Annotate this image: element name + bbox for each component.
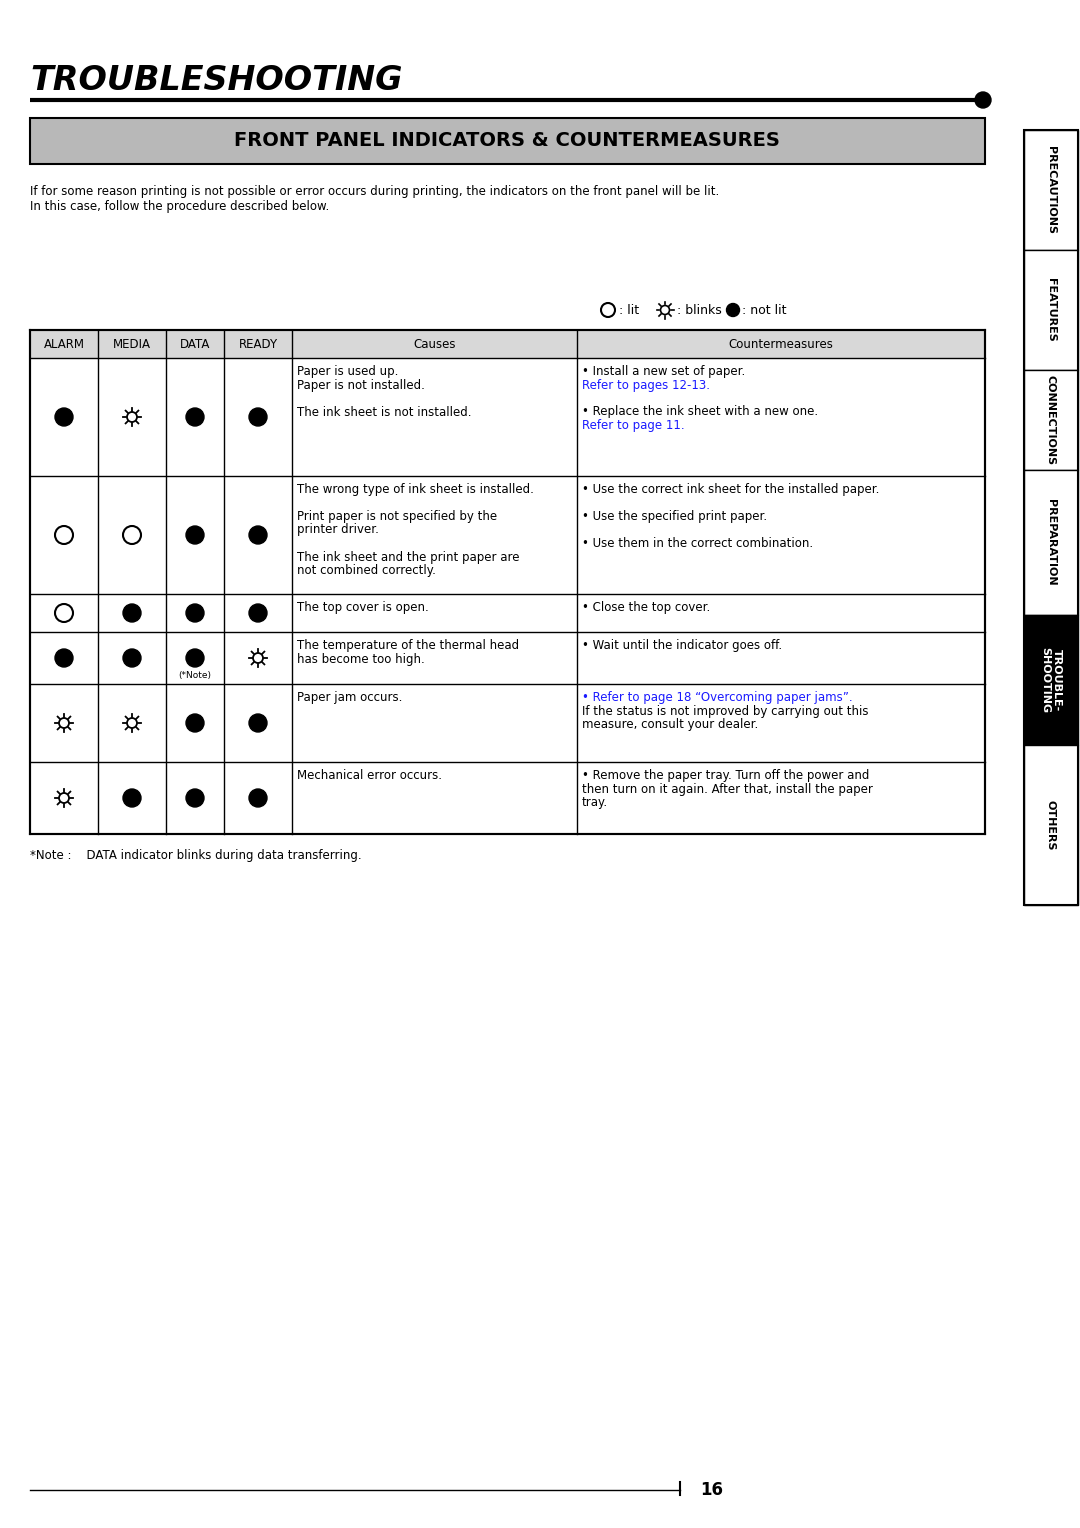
- Text: • Install a new set of paper.: • Install a new set of paper.: [582, 365, 745, 377]
- Text: • Use the specified print paper.: • Use the specified print paper.: [582, 510, 767, 523]
- Text: • Wait until the indicator goes off.: • Wait until the indicator goes off.: [582, 639, 782, 652]
- Circle shape: [123, 526, 141, 544]
- Bar: [1024, 471, 1078, 614]
- Circle shape: [55, 526, 73, 544]
- Text: READY: READY: [239, 338, 278, 350]
- Circle shape: [186, 714, 204, 732]
- Text: The temperature of the thermal head: The temperature of the thermal head: [297, 639, 519, 652]
- Circle shape: [249, 788, 267, 807]
- Text: If for some reason printing is not possible or error occurs during printing, the: If for some reason printing is not possi…: [30, 185, 719, 199]
- Text: : not lit: : not lit: [742, 304, 786, 316]
- Text: The ink sheet and the print paper are: The ink sheet and the print paper are: [297, 550, 519, 564]
- Text: printer driver.: printer driver.: [297, 524, 379, 536]
- Text: The ink sheet is not installed.: The ink sheet is not installed.: [297, 405, 472, 419]
- Text: has become too high.: has become too high.: [297, 652, 424, 666]
- Circle shape: [661, 306, 670, 315]
- Circle shape: [127, 413, 137, 422]
- Circle shape: [186, 408, 204, 426]
- Text: DATA: DATA: [179, 338, 211, 350]
- Text: 16: 16: [700, 1481, 723, 1499]
- Text: If the status is not improved by carrying out this: If the status is not improved by carryin…: [582, 704, 868, 718]
- Text: PREPARATION: PREPARATION: [1047, 500, 1056, 585]
- Text: Mechanical error occurs.: Mechanical error occurs.: [297, 769, 442, 782]
- Circle shape: [975, 92, 991, 108]
- Circle shape: [186, 788, 204, 807]
- Circle shape: [55, 604, 73, 622]
- Circle shape: [59, 718, 69, 727]
- Bar: [1024, 746, 1078, 905]
- Circle shape: [249, 526, 267, 544]
- Bar: [1024, 130, 1078, 905]
- Text: ALARM: ALARM: [43, 338, 84, 350]
- Circle shape: [123, 788, 141, 807]
- Text: Paper is used up.: Paper is used up.: [297, 365, 399, 377]
- Text: Countermeasures: Countermeasures: [729, 338, 834, 350]
- Circle shape: [55, 408, 73, 426]
- Text: CONNECTIONS: CONNECTIONS: [1047, 374, 1056, 465]
- Text: Causes: Causes: [414, 338, 456, 350]
- Circle shape: [600, 303, 615, 316]
- Circle shape: [59, 793, 69, 804]
- Circle shape: [186, 649, 204, 668]
- Text: MEDIA: MEDIA: [113, 338, 151, 350]
- Text: tray.: tray.: [582, 796, 608, 808]
- Circle shape: [727, 304, 740, 316]
- Bar: [30, 330, 985, 358]
- Bar: [1024, 130, 1078, 251]
- Circle shape: [249, 408, 267, 426]
- Text: PRECAUTIONS: PRECAUTIONS: [1047, 147, 1056, 234]
- Text: : lit: : lit: [619, 304, 639, 316]
- Circle shape: [186, 526, 204, 544]
- Circle shape: [55, 649, 73, 668]
- Bar: [30, 118, 985, 163]
- Text: • Refer to page 18 “Overcoming paper jams”.: • Refer to page 18 “Overcoming paper jam…: [582, 691, 852, 704]
- Text: • Replace the ink sheet with a new one.: • Replace the ink sheet with a new one.: [582, 405, 819, 419]
- Text: measure, consult your dealer.: measure, consult your dealer.: [582, 718, 758, 730]
- Text: then turn on it again. After that, install the paper: then turn on it again. After that, insta…: [582, 782, 873, 796]
- Text: Paper jam occurs.: Paper jam occurs.: [297, 691, 403, 704]
- Circle shape: [249, 714, 267, 732]
- Text: FRONT PANEL INDICATORS & COUNTERMEASURES: FRONT PANEL INDICATORS & COUNTERMEASURES: [234, 131, 780, 150]
- Bar: [1024, 251, 1078, 370]
- Text: • Close the top cover.: • Close the top cover.: [582, 601, 711, 614]
- Circle shape: [127, 718, 137, 727]
- Text: TROUBLESHOOTING: TROUBLESHOOTING: [30, 64, 403, 96]
- Text: TROUBLE-
SHOOTING: TROUBLE- SHOOTING: [1040, 646, 1062, 714]
- Text: In this case, follow the procedure described below.: In this case, follow the procedure descr…: [30, 200, 329, 212]
- Text: • Remove the paper tray. Turn off the power and: • Remove the paper tray. Turn off the po…: [582, 769, 869, 782]
- Text: (*Note): (*Note): [178, 671, 212, 680]
- Text: not combined correctly.: not combined correctly.: [297, 564, 436, 578]
- Circle shape: [253, 652, 264, 663]
- Text: FEATURES: FEATURES: [1047, 278, 1056, 342]
- Circle shape: [123, 604, 141, 622]
- Text: Refer to pages 12-13.: Refer to pages 12-13.: [582, 379, 710, 391]
- Bar: [1024, 614, 1078, 746]
- Bar: [1024, 370, 1078, 471]
- Text: OTHERS: OTHERS: [1047, 799, 1056, 850]
- Text: Paper is not installed.: Paper is not installed.: [297, 379, 424, 391]
- Circle shape: [186, 604, 204, 622]
- Text: : blinks: : blinks: [677, 304, 721, 316]
- Text: • Use them in the correct combination.: • Use them in the correct combination.: [582, 536, 813, 550]
- Text: Refer to page 11.: Refer to page 11.: [582, 419, 685, 432]
- Text: The top cover is open.: The top cover is open.: [297, 601, 429, 614]
- Circle shape: [249, 604, 267, 622]
- Text: The wrong type of ink sheet is installed.: The wrong type of ink sheet is installed…: [297, 483, 534, 497]
- Text: *Note :    DATA indicator blinks during data transferring.: *Note : DATA indicator blinks during dat…: [30, 850, 362, 862]
- Circle shape: [123, 649, 141, 668]
- Bar: [30, 330, 985, 834]
- Text: Print paper is not specified by the: Print paper is not specified by the: [297, 510, 497, 523]
- Text: • Use the correct ink sheet for the installed paper.: • Use the correct ink sheet for the inst…: [582, 483, 879, 497]
